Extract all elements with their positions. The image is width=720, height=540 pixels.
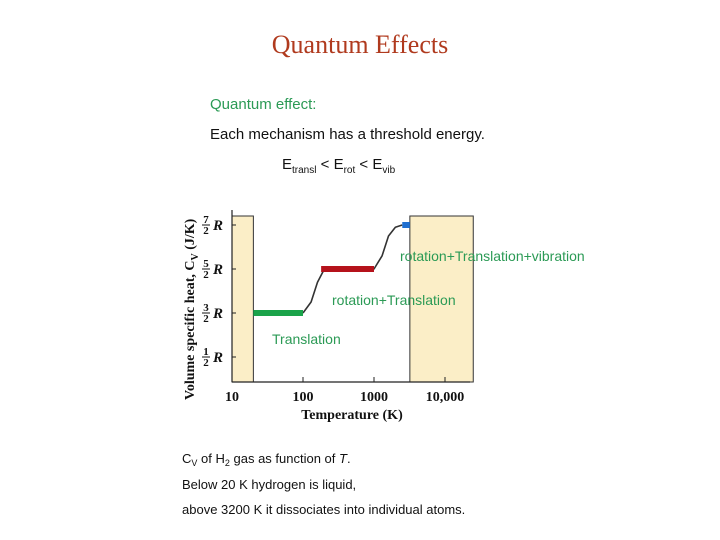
caption-h-sub: 2 bbox=[224, 458, 230, 468]
x-tick-label: 1000 bbox=[360, 390, 388, 405]
y-tick-numerator: 1 bbox=[203, 346, 209, 358]
plateau-bar-1 bbox=[321, 266, 374, 272]
y-tick-numerator: 7 bbox=[203, 214, 209, 226]
y-tick-symbol: R bbox=[212, 350, 223, 366]
plateau-bar-2 bbox=[402, 222, 410, 228]
y-tick-numerator: 3 bbox=[203, 302, 209, 314]
y-axis-label: Volume specific heat, CV (J/K) bbox=[183, 218, 201, 400]
y-axis-label-unit: (J/K) bbox=[183, 218, 198, 253]
less-than: < bbox=[316, 156, 334, 173]
energy-symbol: E bbox=[282, 156, 293, 173]
caption-line-2: Below 20 K hydrogen is liquid, bbox=[182, 477, 357, 492]
chart-axes bbox=[231, 210, 470, 383]
page-title: Quantum Effects bbox=[271, 30, 449, 59]
y-tick-denominator: 2 bbox=[203, 313, 209, 325]
intro-heading: Quantum effect: bbox=[210, 96, 317, 113]
y-tick-denominator: 2 bbox=[203, 357, 209, 369]
energy-subscript: vib bbox=[382, 165, 396, 176]
caption-cv-sub: V bbox=[191, 458, 198, 468]
plateau-bar-0 bbox=[253, 310, 303, 316]
intro-statement: Each mechanism has a threshold energy. bbox=[210, 126, 485, 143]
y-axis-label-sub: V bbox=[190, 253, 201, 261]
plateau-bars bbox=[253, 222, 410, 316]
energy-subscript: transl bbox=[292, 165, 317, 176]
energy-subscript: rot bbox=[343, 165, 356, 176]
y-tick-labels: 12 R32 R52 R72 R bbox=[202, 214, 236, 369]
y-tick-denominator: 2 bbox=[203, 225, 209, 237]
caption-of-h: of H bbox=[197, 451, 225, 466]
y-axis-label-main: Volume specific heat, C bbox=[183, 261, 198, 400]
annotation-transl: Translation bbox=[272, 331, 341, 347]
energy-symbol: E bbox=[372, 156, 383, 173]
shaded-regions bbox=[231, 215, 474, 383]
y-tick-denominator: 2 bbox=[203, 269, 209, 281]
x-tick-label: 10 bbox=[225, 390, 239, 405]
caption-period: . bbox=[346, 451, 351, 466]
annotation-rot-transl-vib: rotation+Translation+vibration bbox=[400, 248, 585, 264]
caption-line-1: CV of H2 gas as function of T. bbox=[182, 451, 351, 468]
x-tick-labels: 10 100 1000 10,000 bbox=[225, 377, 464, 405]
y-tick-symbol: R bbox=[212, 218, 223, 234]
y-tick-numerator: 5 bbox=[203, 258, 209, 270]
y-tick-symbol: R bbox=[212, 262, 223, 278]
x-tick-label: 10,000 bbox=[426, 390, 465, 405]
x-axis-label: Temperature (K) bbox=[301, 408, 403, 423]
energy-ordering: Etransl < Erot < Evib bbox=[282, 156, 395, 176]
caption-cv: C bbox=[182, 451, 192, 466]
y-tick-symbol: R bbox=[212, 306, 223, 322]
x-tick-label: 100 bbox=[293, 390, 314, 405]
less-than: < bbox=[355, 156, 373, 173]
shaded-region-1 bbox=[409, 215, 474, 383]
caption-gas: gas as function of bbox=[229, 451, 340, 466]
energy-symbol: E bbox=[333, 156, 344, 173]
caption-line-3: above 3200 K it dissociates into individ… bbox=[182, 502, 466, 517]
annotation-rot-transl: rotation+Translation bbox=[332, 292, 456, 308]
caption-t: T bbox=[339, 451, 347, 466]
